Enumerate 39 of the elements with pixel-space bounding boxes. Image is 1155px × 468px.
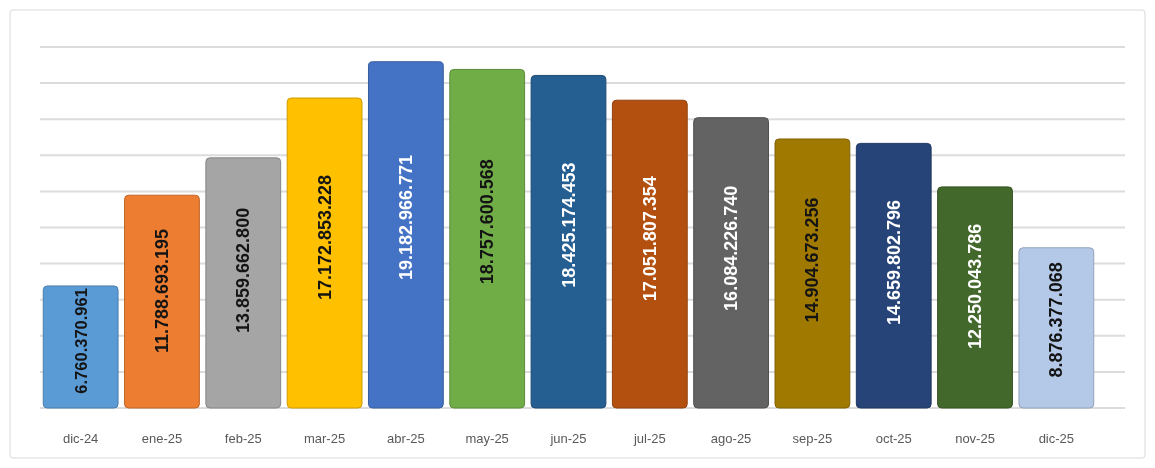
- x-tick-label: abr-25: [387, 430, 425, 446]
- data-label: 14.659.802.796: [883, 199, 904, 326]
- bar: [611, 99, 688, 409]
- data-label: 12.250.043.786: [965, 223, 986, 349]
- x-tick-label: jun-25: [549, 430, 587, 446]
- x-tick-label: mar-25: [303, 430, 346, 446]
- x-tick-label: oct-25: [875, 430, 912, 446]
- bar: [286, 97, 363, 409]
- bar: [367, 61, 444, 409]
- x-tick-label: sep-25: [792, 430, 833, 446]
- bar: [42, 285, 119, 409]
- bar: [124, 194, 200, 409]
- x-tick-label: dic-24: [62, 430, 99, 446]
- bar: [774, 138, 851, 409]
- data-label: 11.788.693.195: [151, 228, 172, 354]
- data-label: 18.757.600.568: [477, 159, 498, 285]
- bar: [205, 157, 282, 409]
- bar: [855, 142, 932, 409]
- x-tick-label: ene-25: [141, 430, 183, 446]
- data-label: 17.172.853.228: [314, 174, 335, 301]
- bar: [1018, 247, 1095, 409]
- x-tick-label: jul-25: [632, 430, 666, 446]
- data-label: 6.760.370.961: [71, 288, 90, 394]
- data-label: 17.051.807.354: [639, 176, 660, 302]
- data-label: 14.904.673.256: [802, 197, 823, 323]
- x-tick-label: ago-25: [710, 430, 752, 446]
- bar: [937, 186, 1013, 409]
- data-label: 16.084.226.740: [721, 185, 742, 311]
- data-label: 8.876.377.068: [1046, 262, 1067, 378]
- x-tick-label: may-25: [465, 430, 509, 446]
- data-label: 18.425.174.453: [558, 162, 579, 288]
- x-tick-label: dic-25: [1038, 430, 1075, 446]
- bar: [449, 68, 526, 409]
- bar: [693, 117, 770, 409]
- x-tick-label: nov-25: [955, 430, 995, 446]
- data-label: 13.859.662.800: [233, 207, 254, 333]
- data-label: 19.182.966.771: [395, 155, 416, 281]
- bar: [530, 74, 607, 409]
- x-tick-label: feb-25: [224, 430, 262, 446]
